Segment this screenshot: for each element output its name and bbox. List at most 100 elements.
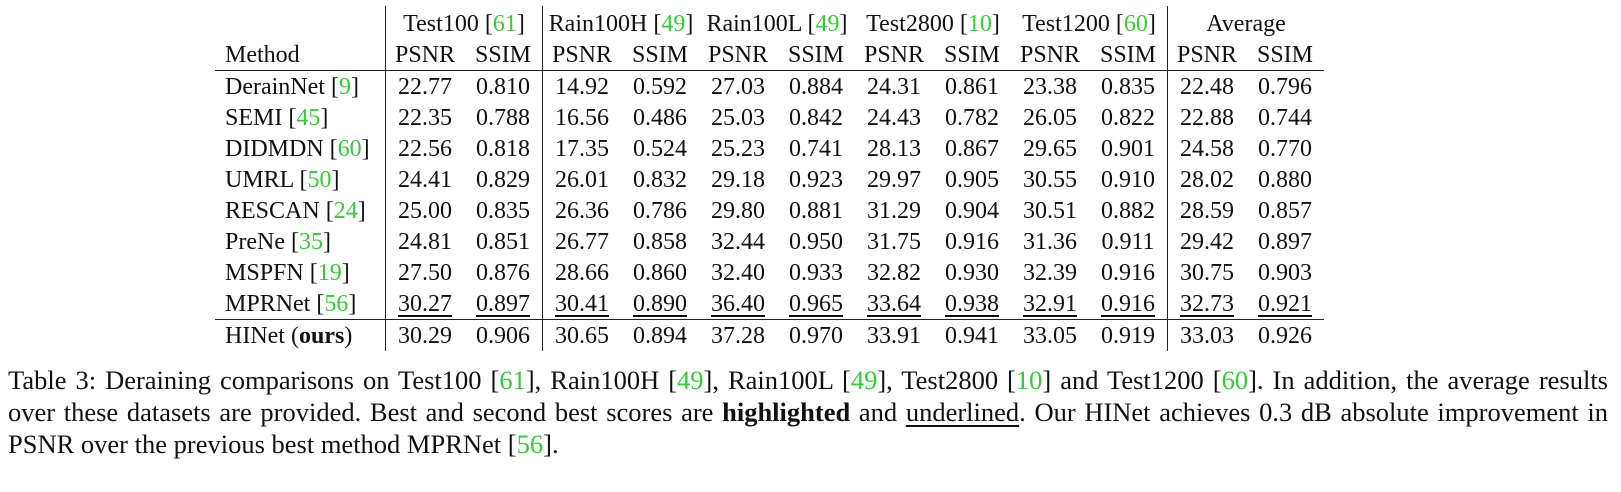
value-cell: 28.02 [1180,166,1234,193]
value-cell: 25.00 [398,197,452,224]
caption-underline-term: underlined [905,397,1020,427]
value-cell: 0.857 [1258,197,1312,224]
method-header: Method [215,39,386,71]
value-cell: 16.56 [555,104,609,131]
value-cell: 0.903 [1258,259,1312,286]
table-row: MSPFN [19] 27.50 0.876 28.66 0.860 32.40 0.933… [215,257,1324,288]
value-cell: 29.18 [711,166,765,193]
method-cell: DerainNet [9] [215,70,386,102]
value-cell: 0.860 [633,259,687,286]
metric-header-ssim: SSIM [1246,39,1324,71]
value-cell: 0.921 [1246,288,1324,320]
value-cell: 0.818 [464,133,543,164]
citation: 24 [333,197,358,224]
table-row: DerainNet [9] 22.77 0.810 14.92 0.592 27.03 0.… [215,70,1324,102]
value-cell: 0.965 [777,288,855,320]
table-row: PreNe [35] 24.81 0.851 26.77 0.858 32.44 0.950… [215,226,1324,257]
group-header-rain100h: Rain100H [49] [548,10,694,37]
value-cell: 17.35 [555,135,609,162]
value-cell: 0.851 [464,226,543,257]
value-cell: 0.861 [945,73,999,100]
caption-bold-term: highlighted [722,397,851,427]
value-cell: 23.38 [1023,73,1077,100]
value-cell-best: 30.29 [398,322,452,349]
citation: 50 [307,166,332,193]
value-cell: 32.82 [867,259,921,286]
value-cell: 22.35 [398,104,452,131]
value-cell: 0.858 [633,228,687,255]
value-cell: 30.75 [1180,259,1234,286]
table-row: DIDMDN [60] 22.56 0.818 17.35 0.524 25.23 0.74… [215,133,1324,164]
value-cell: 32.39 [1023,259,1077,286]
value-cell-best: 30.65 [555,322,609,349]
metric-header-ssim: SSIM [464,39,543,71]
value-cell: 24.58 [1180,135,1234,162]
value-cell: 22.56 [398,135,452,162]
value-cell: 0.916 [1089,257,1168,288]
citation: 61 [499,365,526,395]
value-cell: 32.40 [711,259,765,286]
value-cell: 0.910 [1089,164,1168,195]
value-cell: 0.897 [1258,228,1312,255]
value-cell: 24.81 [398,228,452,255]
value-cell-best: 0.906 [464,319,543,351]
value-cell: 30.41 [542,288,621,320]
citation: 49 [661,10,686,37]
value-cell: 29.80 [711,197,765,224]
table-caption: Table 3: Deraining comparisons on Test10… [8,365,1608,459]
header-row-metrics: Method PSNR SSIM PSNR SSIM PSNR SSIM PSN… [215,39,1324,71]
group-header-rain100l: Rain100L [49] [706,10,848,37]
value-cell: 0.882 [1089,195,1168,226]
method-cell: RESCAN [24] [215,195,386,226]
header-row-datasets: Test100 [61] Rain100H [49] Rain100L [49]… [215,6,1324,39]
value-cell-best: 0.941 [945,322,999,349]
value-cell: 28.13 [867,135,921,162]
value-cell: 0.592 [633,73,687,100]
value-cell: 0.905 [945,166,999,193]
value-cell: 31.36 [1023,228,1077,255]
citation: 60 [1221,365,1249,395]
value-cell-best: 0.970 [789,322,843,349]
value-cell: 0.930 [945,259,999,286]
value-cell: 26.36 [555,197,609,224]
value-cell: 0.770 [1258,135,1312,162]
value-cell: 0.881 [789,197,843,224]
citation: 60 [1123,10,1148,37]
value-cell: 22.88 [1180,104,1234,131]
citation: 49 [677,365,704,395]
value-cell: 0.876 [464,257,543,288]
value-cell: 30.55 [1023,166,1077,193]
metric-header-ssim: SSIM [777,39,855,71]
value-cell: 28.66 [555,259,609,286]
table-row: RESCAN [24] 25.00 0.835 26.36 0.786 29.80 0.88… [215,195,1324,226]
value-cell-best: 0.926 [1258,322,1312,349]
value-cell: 0.901 [1089,133,1168,164]
citation: 56 [324,290,349,317]
value-cell: 0.867 [945,135,999,162]
metric-header-psnr: PSNR [385,39,464,71]
value-cell: 31.75 [867,228,921,255]
value-cell: 0.880 [1258,166,1312,193]
group-header-test2800: Test2800 [10] [866,10,1000,37]
value-cell: 32.44 [711,228,765,255]
table-row-ours: HINet (ours) 30.29 0.906 30.65 0.894 37.28 0.9… [215,319,1324,351]
value-cell: 0.938 [933,288,1011,320]
value-cell: 0.897 [464,288,543,320]
method-cell: DIDMDN [60] [215,133,386,164]
citation: 19 [317,259,342,286]
method-header-spacer [215,6,386,39]
method-cell: MPRNet [56] [215,288,386,320]
results-table: Test100 [61] Rain100H [49] Rain100L [49]… [215,6,1324,351]
value-cell: 0.933 [789,259,843,286]
value-cell: 0.829 [464,164,543,195]
metric-header-psnr: PSNR [542,39,621,71]
value-cell: 26.05 [1023,104,1077,131]
citation: 10 [967,10,992,37]
value-cell: 0.842 [789,104,843,131]
value-cell: 0.822 [1089,102,1168,133]
metric-header-ssim: SSIM [933,39,1011,71]
value-cell: 0.832 [633,166,687,193]
citation: 49 [815,10,840,37]
value-cell: 30.51 [1023,197,1077,224]
group-header-average: Average [1206,10,1286,37]
